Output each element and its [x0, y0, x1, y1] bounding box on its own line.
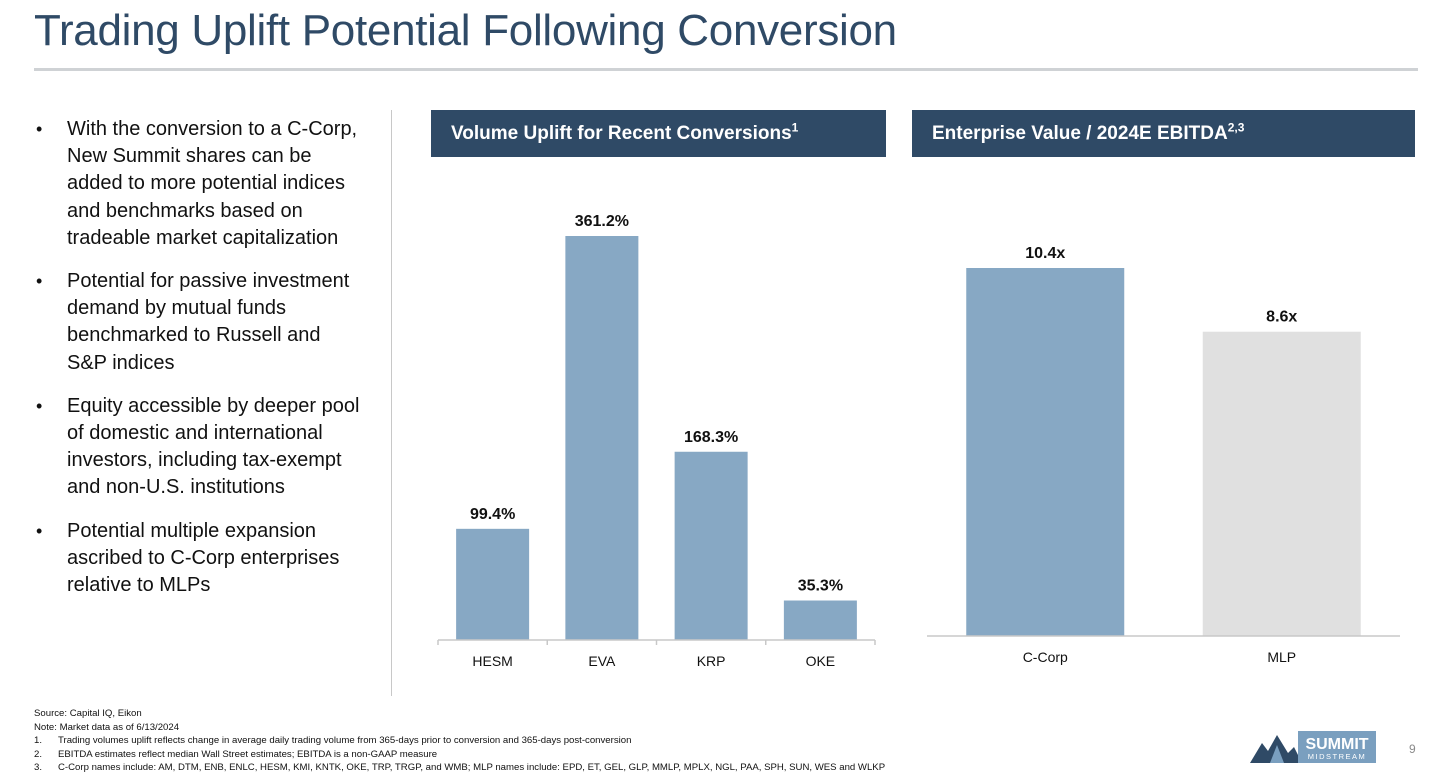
bullet-item: • Equity accessible by deeper pool of dom… — [34, 393, 364, 502]
category-tick-label: HESM — [472, 653, 512, 669]
bullet-text: Equity accessible by deeper pool of dome… — [67, 394, 360, 499]
summit-midstream-logo: SUMMIT MIDSTREAM — [1250, 731, 1376, 763]
ev-chart-header: Enterprise Value / 2024E EBITDA2,3 — [912, 110, 1415, 157]
ev-ebitda-chart: 10.4x C-Corp 8.6x MLP — [927, 245, 1400, 665]
footnotes: Source: Capital IQ, Eikon Note: Market d… — [34, 707, 885, 775]
slide-title: Trading Uplift Potential Following Conve… — [34, 6, 897, 55]
bar-c-corp — [966, 268, 1125, 636]
category-tick-label: MLP — [1267, 649, 1296, 665]
bullet-item: • With the conversion to a C-Corp, New Su… — [34, 116, 364, 252]
footnote-note: Note: Market data as of 6/13/2024 — [34, 721, 180, 733]
data-label: 8.6x — [1266, 309, 1297, 326]
data-label: 35.3% — [798, 578, 843, 595]
footnote-number: 2. — [34, 748, 43, 760]
volume-uplift-chart: 99.4% HESM 361.2% EVA 168.3% KRP 35.3% OKE — [437, 213, 876, 669]
category-tick-label: OKE — [806, 653, 836, 669]
bullet-item: • Potential multiple expansion ascribed t… — [34, 518, 364, 600]
volume-chart-title: Volume Uplift for Recent Conversions — [451, 123, 792, 144]
page-number: 9 — [1409, 742, 1416, 756]
column-divider — [391, 110, 392, 696]
footnote-text: EBITDA estimates reflect median Wall Str… — [58, 748, 438, 760]
bar-hesm — [456, 528, 530, 640]
footnote-ref: 1 — [791, 120, 799, 135]
footnote-item: 3. C-Corp names include: AM, DTM, ENB, EN… — [34, 761, 885, 775]
bullet-dot: • — [36, 271, 43, 292]
category-tick-label: C-Corp — [1023, 649, 1068, 665]
footnote-number: 3. — [34, 762, 43, 774]
bar-krp — [674, 451, 748, 640]
bullet-dot: • — [36, 520, 43, 541]
bar-eva — [565, 236, 639, 640]
footnote-text: C-Corp names include: AM, DTM, ENB, ENLC… — [58, 762, 886, 774]
footnote-source: Source: Capital IQ, Eikon — [34, 708, 142, 719]
bullet-dot: • — [36, 395, 43, 416]
bullet-item: • Potential for passive investment demand… — [34, 268, 364, 377]
footnote-text: Trading volumes uplift reflects change i… — [58, 735, 632, 747]
footnote-ref: 2,3 — [1227, 120, 1245, 135]
bar-oke — [783, 600, 857, 640]
footnote-item: 1. Trading volumes uplift reflects change… — [34, 734, 885, 748]
volume-chart-header: Volume Uplift for Recent Conversions1 — [431, 110, 886, 157]
data-label: 361.2% — [575, 213, 629, 230]
bullet-text: With the conversion to a C-Corp, New Sum… — [67, 118, 358, 249]
bar-mlp — [1202, 331, 1361, 636]
bullet-dot: • — [36, 119, 43, 139]
title-divider — [34, 68, 1418, 71]
ev-chart-title: Enterprise Value / 2024E EBITDA — [932, 123, 1228, 144]
mountain-highlight-icon — [1270, 745, 1284, 763]
footnote-item: 2. EBITDA estimates reflect median Wall S… — [34, 748, 885, 762]
logo-name: SUMMIT — [1305, 736, 1368, 753]
logo-subtitle: MIDSTREAM — [1308, 752, 1367, 761]
footnote-number: 1. — [34, 735, 43, 747]
bullet-text: Potential for passive investment demand … — [67, 270, 350, 374]
category-tick-label: EVA — [588, 653, 616, 669]
data-label: 168.3% — [684, 429, 738, 446]
bullet-list: • With the conversion to a C-Corp, New Su… — [34, 116, 364, 615]
bullet-text: Potential multiple expansion ascribed to… — [67, 519, 340, 597]
category-tick-label: KRP — [697, 653, 726, 669]
data-label: 99.4% — [470, 506, 515, 523]
data-label: 10.4x — [1025, 245, 1065, 262]
logo-badge — [1298, 731, 1376, 763]
